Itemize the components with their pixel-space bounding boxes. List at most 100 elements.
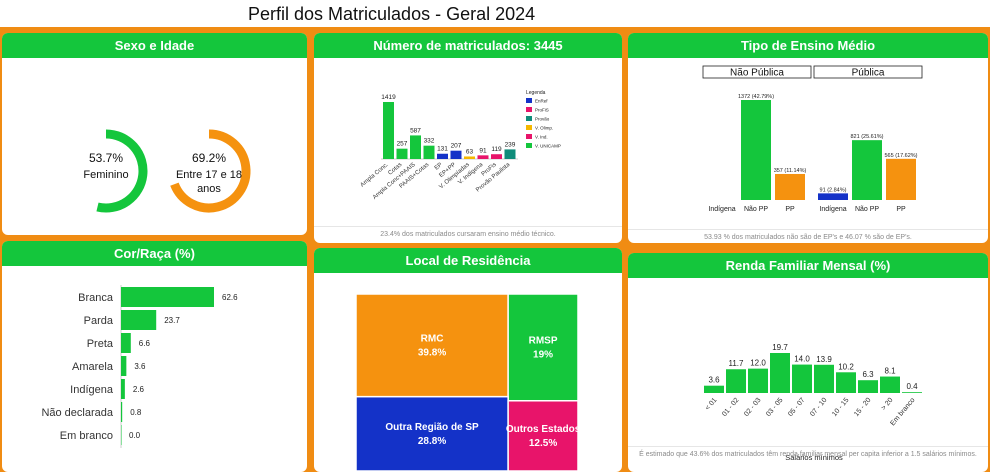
top-bar	[0, 0, 990, 27]
bar-7	[121, 425, 122, 445]
bar-1	[121, 287, 214, 307]
legend-swatch-4	[526, 125, 532, 130]
gauge-arc-2	[170, 129, 251, 213]
x-tick-label-1: < 01	[704, 397, 718, 412]
bar-value-label-1: 3.6	[708, 376, 720, 385]
y-tick-label-4: Amarela	[72, 361, 114, 373]
legend-label-2: ProFiS	[535, 108, 549, 113]
bar-1-2	[741, 100, 771, 200]
chart-local-residencia: RMC 39.8% RMSP 19% Outra Região de SP 28.8% Ou…	[355, 293, 581, 472]
y-tick-label-2: Parda	[84, 315, 114, 327]
bar-8	[858, 380, 878, 393]
panel-foot-renda: É estimado que 43.6% dos matriculados tê…	[628, 446, 988, 458]
bar-value-label-2-1: 91 (2.84%)	[820, 187, 847, 193]
legend-label-5: V. Ind.	[535, 135, 548, 140]
bar-value-label-5: 131	[437, 146, 448, 153]
x-tick-label-2-2: Não PP	[855, 206, 879, 213]
bar-2	[396, 148, 408, 159]
treemap-value-1: 39.8%	[418, 347, 446, 358]
bar-6	[814, 364, 834, 393]
chart-renda-familiar: 3.6 < 01 11.7 01 - 02 12.0 02 - 03 19.7 03 - 05…	[704, 343, 922, 462]
gauge-value-2: 69.2%	[192, 151, 226, 165]
panel-header-numero: Número de matriculados: 3445	[314, 33, 622, 58]
panel-foot-tipo: 53.93 % dos matriculados não são de EP's…	[628, 229, 988, 241]
treemap-value-2: 19%	[533, 349, 553, 360]
bar-value-label-9: 8.1	[884, 367, 896, 376]
gauge-label-1-line-1: Feminino	[83, 169, 128, 181]
page-title: Perfil dos Matriculados - Geral 2024	[248, 4, 536, 24]
group-header-box-1	[702, 65, 812, 79]
treemap-cell-3	[355, 395, 509, 472]
treemap-value-4: 12.5%	[529, 438, 557, 449]
bar-2	[121, 310, 157, 330]
legend-label-6: V. UNICAMP	[535, 144, 561, 149]
x-tick-label-2: 01 - 02	[721, 397, 740, 418]
bar-value-label-9: 119	[491, 146, 502, 153]
bar-value-label-1: 1419	[381, 94, 396, 101]
bar-value-label-2-2: 821 (25.61%)	[850, 134, 883, 140]
bar-3	[748, 368, 768, 393]
bar-1-3	[775, 173, 805, 200]
legend-swatch-3	[526, 116, 532, 121]
bar-value-label-5: 2.6	[133, 385, 145, 394]
bar-value-label-1-3: 357 (11.14%)	[774, 168, 807, 174]
panel-header-local: Local de Residência	[314, 248, 622, 273]
bar-value-label-8: 91	[479, 147, 487, 154]
x-tick-label-1-2: Não PP	[744, 206, 768, 213]
gauge-label-2-line-2: anos	[197, 183, 221, 195]
chart-sexo-idade: 53.7% Feminino 69.2% Entre 17 e 18 anos	[83, 129, 251, 213]
bar-7	[836, 372, 856, 393]
treemap-cell-4	[507, 400, 579, 472]
bar-5	[437, 153, 448, 159]
bar-10	[504, 149, 516, 159]
x-axis-label: Salários mínimos	[785, 453, 843, 462]
bar-4	[770, 353, 790, 393]
x-tick-label-2-1: Indígena	[819, 206, 846, 213]
bar-7	[464, 156, 475, 159]
bar-2	[726, 369, 746, 393]
bar-value-label-8: 6.3	[862, 370, 874, 379]
panel-cor-raca: Cor/Raça (%) Branca 62.6 Parda 23.7 Preta 6.6…	[2, 241, 307, 472]
bar-value-label-2-3: 565 (17.62%)	[884, 153, 917, 159]
x-tick-label-8: 15 - 20	[853, 397, 872, 418]
legend-label-1: EnRef	[535, 99, 548, 104]
bar-9	[880, 376, 900, 393]
bar-2-1	[818, 193, 848, 200]
y-tick-label-7: Em branco	[60, 430, 113, 442]
gauge-arc-1	[96, 129, 148, 213]
bar-value-label-4: 332	[424, 138, 435, 145]
panel-numero-matriculados: Número de matriculados: 3445 1419 Ampla C…	[314, 33, 622, 243]
x-tick-label-5: 05 - 07	[787, 397, 806, 418]
bar-9	[491, 154, 502, 159]
bar-6	[121, 402, 123, 422]
bar-value-label-7: 10.2	[838, 362, 854, 371]
legend-label-3: Provão	[535, 117, 550, 122]
panel-local-residencia: Local de Residência RMC 39.8% RMSP 19% Outra…	[314, 248, 622, 472]
legend-label-4: V. Olimp.	[535, 126, 553, 131]
panel-header-cor: Cor/Raça (%)	[2, 241, 307, 266]
bar-3	[121, 333, 131, 353]
x-tick-label-7: 10 - 15	[831, 397, 850, 418]
bar-value-label-6: 13.9	[816, 355, 832, 364]
bar-value-label-10: 239	[505, 141, 516, 148]
bar-2-2	[852, 140, 882, 200]
bar-10	[902, 392, 922, 393]
treemap-label-4: Outros Estados	[506, 424, 581, 435]
bar-value-label-5: 14.0	[794, 355, 810, 364]
panel-header-tipo: Tipo de Ensino Médio	[628, 33, 988, 58]
treemap-label-2: RMSP	[529, 335, 558, 346]
bar-value-label-7: 0.0	[129, 431, 141, 440]
bar-5	[121, 379, 125, 399]
bar-value-label-3: 12.0	[750, 359, 766, 368]
bar-1	[383, 102, 394, 159]
bar-1	[704, 385, 724, 393]
panel-header-sexo-idade: Sexo e Idade	[2, 33, 307, 58]
bar-8	[477, 155, 489, 159]
bar-4	[121, 356, 127, 376]
y-tick-label-1: Branca	[78, 292, 114, 304]
y-tick-label-3: Preta	[87, 338, 114, 350]
bar-value-label-3: 6.6	[139, 339, 151, 348]
x-tick-label-5: EP	[434, 162, 444, 172]
legend-title: Legenda	[526, 90, 546, 96]
legend-swatch-5	[526, 134, 532, 139]
